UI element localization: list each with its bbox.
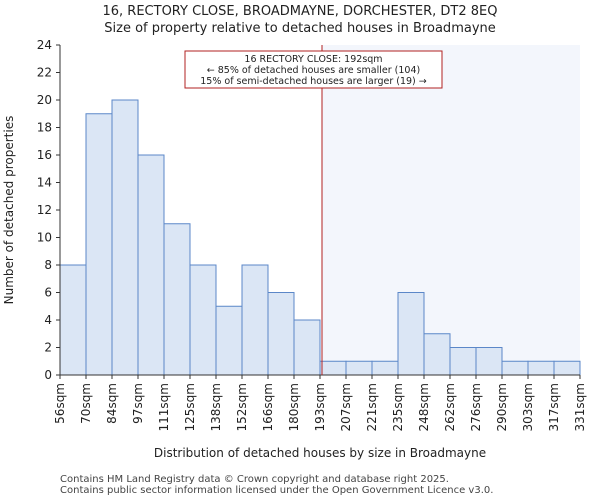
- x-tick-label: 317sqm: [547, 383, 561, 431]
- annotation-line-3: 15% of semi-detached houses are larger (…: [200, 76, 427, 87]
- y-tick-label: 0: [44, 368, 52, 382]
- annotation-line-2: ← 85% of detached houses are smaller (10…: [207, 65, 420, 76]
- bar-56sqm: [59, 264, 87, 376]
- x-tick-label: 331sqm: [573, 383, 587, 431]
- x-tick-label: 248sqm: [417, 383, 431, 431]
- x-tick-label: 111sqm: [157, 383, 171, 431]
- chart-subtitle: Size of property relative to detached ho…: [104, 21, 496, 36]
- bar-235sqm: [397, 292, 425, 376]
- bar-84sqm: [111, 99, 139, 376]
- bar-125sqm: [189, 264, 217, 376]
- bar-180sqm: [293, 319, 321, 376]
- bar-207sqm: [345, 360, 373, 376]
- x-tick-label: 166sqm: [261, 383, 275, 431]
- y-tick-label: 22: [37, 66, 52, 80]
- x-tick-label: 290sqm: [495, 383, 509, 431]
- y-tick-label: 18: [37, 121, 52, 135]
- y-tick-label: 4: [44, 313, 52, 327]
- y-tick-label: 10: [37, 231, 52, 245]
- x-tick-label: 193sqm: [313, 383, 327, 431]
- x-tick-label: 207sqm: [339, 383, 353, 431]
- x-tick-label: 221sqm: [365, 383, 379, 431]
- x-tick-label: 303sqm: [521, 383, 535, 431]
- x-tick-label: 97sqm: [131, 383, 145, 424]
- bar-317sqm: [553, 360, 581, 376]
- x-tick-label: 56sqm: [53, 383, 67, 424]
- x-tick-label: 84sqm: [105, 383, 119, 424]
- y-tick-label: 24: [37, 38, 52, 52]
- bar-290sqm: [501, 360, 529, 376]
- bar-111sqm: [163, 223, 191, 376]
- y-tick-label: 8: [44, 258, 52, 272]
- bar-221sqm: [371, 360, 399, 376]
- y-tick-label: 20: [37, 93, 52, 107]
- x-tick-label: 180sqm: [287, 383, 301, 431]
- x-tick-label: 276sqm: [469, 383, 483, 431]
- bar-166sqm: [267, 292, 295, 376]
- x-tick-label: 138sqm: [209, 383, 223, 431]
- footer-copyright: Contains HM Land Registry data © Crown c…: [60, 474, 449, 485]
- chart-title: 16, RECTORY CLOSE, BROADMAYNE, DORCHESTE…: [102, 4, 498, 19]
- highlight-region: [322, 45, 580, 375]
- bar-70sqm: [85, 113, 113, 376]
- y-tick-label: 6: [44, 286, 52, 300]
- bar-97sqm: [137, 154, 165, 376]
- bar-303sqm: [527, 360, 555, 376]
- y-axis-label: Number of detached properties: [2, 116, 16, 305]
- y-tick-label: 12: [37, 203, 52, 217]
- y-tick-label: 2: [44, 341, 52, 355]
- x-tick-label: 125sqm: [183, 383, 197, 431]
- x-tick-label: 262sqm: [443, 383, 457, 431]
- bar-193sqm: [319, 360, 347, 376]
- bar-138sqm: [215, 305, 243, 376]
- bar-276sqm: [475, 347, 503, 376]
- x-tick-label: 70sqm: [79, 383, 93, 424]
- y-tick-label: 14: [37, 176, 52, 190]
- annotation-line-1: 16 RECTORY CLOSE: 192sqm: [244, 54, 382, 65]
- x-tick-label: 152sqm: [235, 383, 249, 431]
- y-tick-label: 16: [37, 148, 52, 162]
- footer-licence: Contains public sector information licen…: [60, 485, 494, 496]
- bar-248sqm: [423, 333, 451, 376]
- x-axis-label: Distribution of detached houses by size …: [154, 446, 486, 460]
- bar-262sqm: [449, 347, 477, 376]
- x-tick-label: 235sqm: [391, 383, 405, 431]
- annotation-box: [184, 50, 443, 89]
- bar-152sqm: [241, 264, 269, 376]
